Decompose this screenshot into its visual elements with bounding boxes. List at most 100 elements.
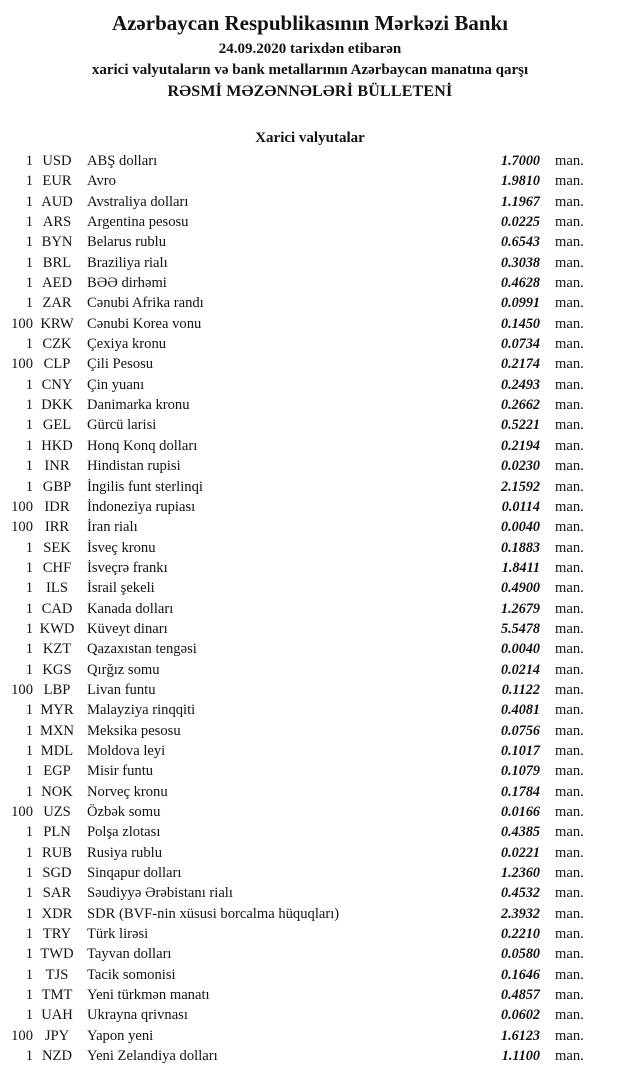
exchange-rate: 0.2662 [500, 397, 540, 414]
exchange-rate: 0.1122 [501, 681, 540, 698]
currency-name: Gürcü larisi [87, 417, 157, 434]
unit-label: man. [555, 254, 584, 271]
currency-code: XDR [41, 905, 73, 922]
currency-name: Malayziya rinqqiti [87, 702, 196, 719]
exchange-rate: 0.0040 [500, 519, 540, 536]
exchange-rate: 0.2210 [500, 926, 540, 943]
currency-code: SEK [43, 539, 71, 556]
currency-code: CAD [41, 600, 73, 617]
currency-row: 1 KZT Qazaxıstan tengəsi 0.0040 man. [0, 639, 620, 659]
currency-code: EUR [42, 173, 72, 190]
currency-name: BƏƏ dirhəmi [87, 275, 167, 292]
currency-quantity: 1 [25, 702, 33, 719]
currency-quantity: 1 [25, 824, 33, 841]
exchange-rate: 1.2679 [500, 600, 540, 617]
currency-row: 1 CAD Kanada dolları 1.2679 man. [0, 599, 620, 619]
currency-row: 1 TRY Türk lirəsi 0.2210 man. [0, 924, 620, 944]
currency-row: 1 EGP Misir funtu 0.1079 man. [0, 761, 620, 781]
currency-row: 1 RUB Rusiya rublu 0.0221 man. [0, 843, 620, 863]
unit-label: man. [555, 905, 584, 922]
exchange-rate: 0.0756 [500, 722, 540, 739]
currency-code: IDR [44, 498, 70, 515]
currency-name: Çili Pesosu [87, 356, 154, 373]
exchange-rate: 1.8411 [501, 559, 540, 576]
unit-label: man. [555, 437, 584, 454]
unit-label: man. [555, 519, 584, 536]
unit-label: man. [555, 478, 584, 495]
currency-name: Braziliya rialı [87, 254, 168, 271]
exchange-rate: 0.5221 [500, 417, 540, 434]
unit-label: man. [555, 885, 584, 902]
currency-quantity: 1 [25, 173, 33, 190]
currency-quantity: 1 [25, 946, 33, 963]
bank-name-title: Azərbaycan Respublikasının Mərkəzi Bankı [111, 11, 509, 35]
bulletin-title: RƏSMİ MƏZƏNNƏLƏRİ BÜLLETENİ [167, 83, 453, 100]
currency-quantity: 1 [25, 275, 33, 292]
unit-label: man. [555, 153, 584, 169]
unit-label: man. [555, 681, 584, 698]
currency-quantity: 1 [25, 966, 33, 983]
currency-row: 1 HKD Honq Konq dolları 0.2194 man. [0, 436, 620, 456]
currency-row: 100 IRR İran rialı 0.0040 man. [0, 517, 620, 537]
currency-row: 1 INR Hindistan rupisi 0.0230 man. [0, 456, 620, 476]
unit-label: man. [555, 783, 584, 800]
effective-date-line: 24.09.2020 tarixdən etibarən [218, 41, 402, 57]
currency-row: 1 SEK İsveç kronu 0.1883 man. [0, 538, 620, 558]
currency-name: Ukrayna qrivnası [87, 1007, 188, 1024]
exchange-rate: 0.1079 [500, 763, 540, 780]
unit-label: man. [555, 661, 584, 678]
exchange-rate: 2.1592 [500, 478, 540, 495]
currency-row: 1 ZAR Cənubi Afrika randı 0.0991 man. [0, 293, 620, 313]
currency-quantity: 100 [11, 498, 33, 515]
exchange-rate: 0.0991 [500, 295, 540, 312]
currency-name: Tayvan dolları [87, 946, 172, 963]
currency-code: EGP [43, 763, 71, 780]
exchange-rate: 0.1784 [500, 783, 540, 800]
currency-name: Danimarka kronu [87, 397, 190, 414]
unit-label: man. [555, 722, 584, 739]
currency-row: 1 XDR SDR (BVF-nin xüsusi borcalma hüquq… [0, 904, 620, 924]
currency-name: Yapon yeni [87, 1027, 154, 1044]
currency-quantity: 1 [25, 295, 33, 312]
unit-label: man. [555, 275, 584, 292]
exchange-rate: 1.1100 [501, 1048, 540, 1065]
exchange-rate: 0.0580 [500, 946, 540, 963]
currency-name: Honq Konq dolları [87, 437, 198, 454]
currency-code: SAR [42, 885, 72, 902]
unit-label: man. [555, 865, 584, 882]
currency-quantity: 1 [25, 987, 33, 1004]
unit-label: man. [555, 173, 584, 190]
exchange-rate: 0.4532 [500, 885, 540, 902]
unit-label: man. [555, 315, 584, 332]
currency-quantity: 1 [25, 905, 33, 922]
currency-code: MYR [40, 702, 74, 719]
currency-quantity: 1 [25, 254, 33, 271]
currency-name: İsveçrə frankı [87, 559, 168, 576]
unit-label: man. [555, 417, 584, 434]
currency-row: 1 PLN Polşa zlotası 0.4385 man. [0, 822, 620, 842]
currency-row: 1 KGS Qırğız somu 0.0214 man. [0, 660, 620, 680]
exchange-rate: 0.0602 [500, 1007, 540, 1024]
exchange-rate: 0.0230 [500, 458, 540, 475]
currency-name: Kanada dolları [87, 600, 174, 617]
currency-code: ZAR [42, 295, 72, 312]
unit-label: man. [555, 376, 584, 393]
exchange-rate: 0.1646 [500, 966, 540, 983]
exchange-rate: 0.4385 [500, 824, 540, 841]
currency-name: Rusiya rublu [87, 844, 162, 861]
currency-row: 1 AUD Avstraliya dolları 1.1967 man. [0, 192, 620, 212]
currency-code: NZD [42, 1048, 72, 1065]
exchange-rate: 0.4081 [500, 702, 540, 719]
exchange-rate: 0.2493 [500, 376, 540, 393]
exchange-rate: 0.4628 [500, 275, 540, 292]
unit-label: man. [555, 458, 584, 475]
unit-label: man. [555, 397, 584, 414]
currency-code: KGS [42, 661, 72, 678]
currency-quantity: 1 [25, 397, 33, 414]
currency-quantity: 1 [25, 153, 33, 169]
unit-label: man. [555, 1048, 584, 1065]
currency-name: Özbək somu [87, 804, 161, 820]
currency-row: 1 MXN Meksika pesosu 0.0756 man. [0, 721, 620, 741]
currency-code: TWD [40, 946, 74, 963]
currency-name: Küveyt dinarı [87, 620, 168, 637]
